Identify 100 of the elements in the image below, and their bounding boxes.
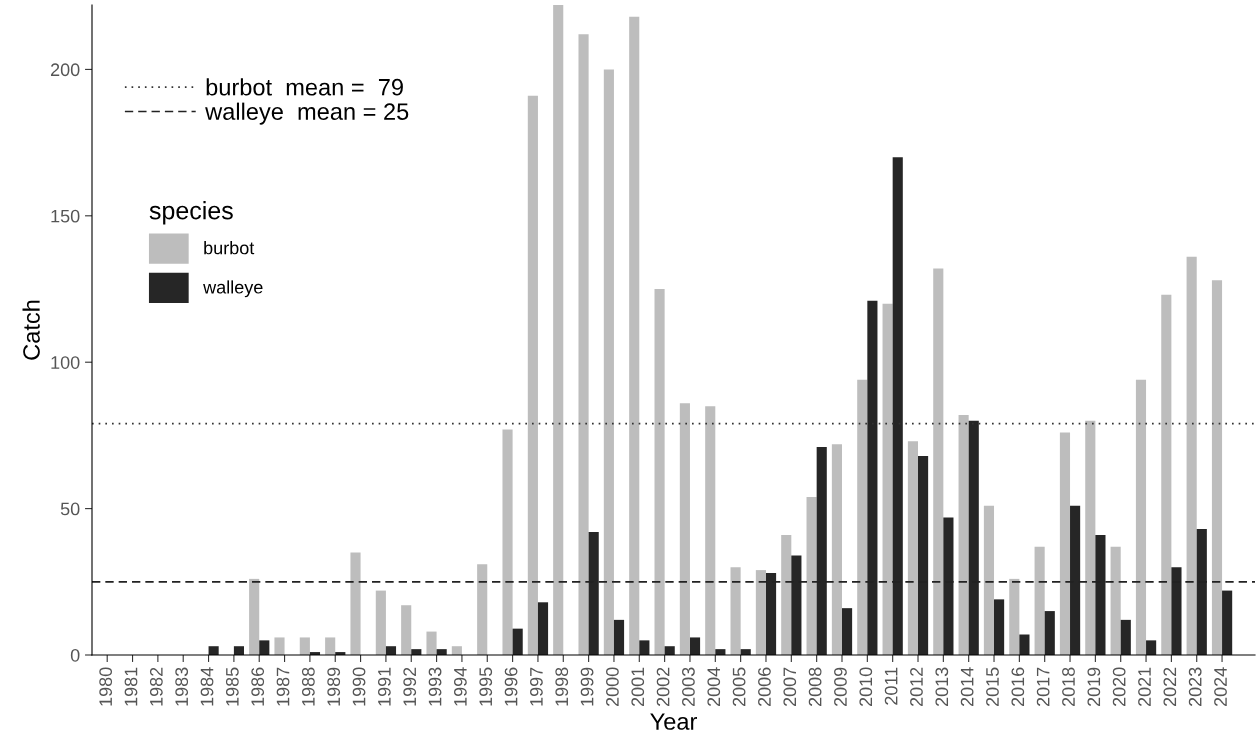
bar: [1044, 611, 1055, 655]
bar: [629, 16, 640, 655]
y-tick-label: 50: [60, 502, 80, 516]
bar: [401, 605, 412, 655]
bar: [537, 602, 549, 655]
bar: [350, 552, 361, 655]
bar: [842, 608, 853, 655]
x-tick-label: 1981: [124, 667, 138, 706]
x-tick-label: 2023: [1188, 667, 1202, 707]
bar: [233, 646, 245, 655]
x-tick-label: 1992: [403, 667, 417, 706]
bar: [958, 414, 969, 655]
bar: [426, 631, 437, 655]
bar: [1222, 590, 1233, 655]
x-tick-label: 2012: [910, 667, 923, 707]
bar: [907, 441, 919, 655]
bar: [299, 637, 310, 655]
x-tick-label: 1997: [530, 667, 543, 706]
bar: [1135, 379, 1147, 655]
x-axis-title: Year: [650, 713, 697, 730]
x-tick-label: 2006: [758, 667, 771, 707]
bar: [325, 637, 336, 655]
bar: [613, 619, 625, 655]
x-tick-label: 1989: [327, 667, 341, 706]
bar: [639, 640, 650, 655]
x-tick-label: 1980: [99, 667, 113, 706]
x-tick-label: 2001: [631, 667, 645, 707]
bar: [375, 590, 386, 655]
bar: [679, 403, 690, 655]
bar: [502, 429, 513, 655]
x-tick-label: 2003: [682, 667, 695, 707]
bar: [553, 5, 564, 655]
bar: [1120, 619, 1131, 655]
x-tick-label: 1998: [555, 667, 569, 706]
bar: [1019, 634, 1030, 655]
x-tick-label: 2015: [986, 667, 999, 707]
bar: [1146, 640, 1157, 655]
bar: [1034, 546, 1045, 655]
bar: [603, 69, 614, 655]
x-tick-label: 2024: [1214, 667, 1227, 707]
x-tick-label: 2016: [1011, 667, 1025, 707]
legend-title: species: [149, 201, 233, 225]
x-tick-label: 2007: [783, 667, 797, 707]
bar: [274, 637, 285, 655]
x-tick-label: 1985: [225, 667, 239, 706]
y-tick-label: 100: [51, 356, 80, 369]
x-tick-label: 2019: [1087, 667, 1101, 707]
bar: [527, 95, 538, 655]
bar: [933, 268, 944, 655]
bar: [259, 640, 270, 655]
legend-label: burbot mean = 79: [206, 78, 403, 96]
bar: [512, 628, 523, 655]
bar: [857, 379, 868, 655]
bar: [477, 564, 488, 655]
y-tick-label: 200: [50, 63, 80, 77]
bar: [654, 289, 665, 655]
bar: [755, 570, 766, 655]
x-tick-label: 2014: [960, 667, 974, 707]
bar: [730, 567, 741, 655]
bar: [1085, 420, 1096, 655]
y-tick-label: 150: [51, 209, 80, 223]
y-axis-title: Catch: [22, 300, 40, 360]
x-tick-label: 1993: [428, 667, 442, 706]
x-tick-label: 2004: [707, 667, 721, 707]
legend-label: walleye: [203, 280, 263, 298]
x-tick-label: 1984: [200, 667, 214, 706]
x-tick-label: 2013: [935, 667, 949, 707]
bar: [705, 406, 716, 655]
bar: [983, 505, 995, 655]
bar: [249, 578, 260, 655]
bar: [451, 646, 462, 655]
x-tick-label: 2008: [808, 667, 822, 707]
x-tick-label: 2020: [1112, 667, 1126, 707]
bar: [1186, 256, 1197, 655]
x-tick-label: 1991: [377, 667, 391, 706]
x-tick-label: 1986: [251, 667, 265, 706]
x-tick-label: 1983: [175, 667, 189, 706]
bar: [578, 34, 589, 655]
x-tick-label: 1999: [580, 667, 594, 706]
bar: [689, 637, 701, 655]
x-tick-label: 1990: [352, 667, 366, 706]
bar: [208, 646, 219, 655]
bar: [1110, 546, 1121, 655]
bar: [1211, 280, 1223, 655]
x-tick-label: 2009: [834, 667, 847, 707]
bar: [1009, 578, 1020, 655]
x-tick-label: 2017: [1036, 667, 1050, 707]
x-tick-label: 1988: [301, 667, 315, 706]
bar: [385, 646, 397, 655]
x-tick-label: 2021: [1138, 667, 1151, 707]
x-tick-label: 2022: [1163, 667, 1177, 707]
x-tick-label: 2010: [859, 667, 873, 707]
y-tick-label: 0: [70, 648, 80, 662]
x-tick-label: 2011: [884, 667, 898, 705]
x-tick-label: 2018: [1062, 667, 1075, 707]
bar: [994, 599, 1005, 655]
bar: [1161, 294, 1172, 655]
x-tick-label: 1994: [453, 667, 467, 706]
bar: [882, 303, 893, 655]
x-tick-label: 2002: [656, 667, 670, 707]
